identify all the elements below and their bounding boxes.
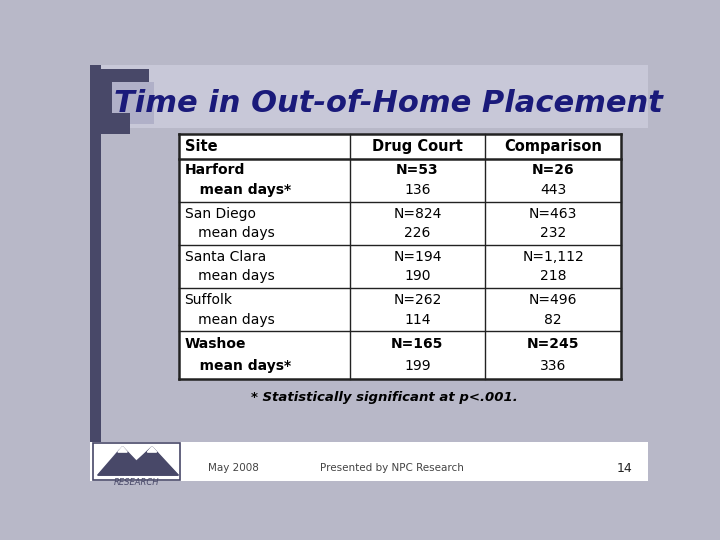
Polygon shape <box>98 450 179 475</box>
Text: N=53: N=53 <box>396 164 438 177</box>
Text: Suffolk: Suffolk <box>184 293 233 307</box>
Text: 336: 336 <box>540 359 566 373</box>
Text: 14: 14 <box>617 462 633 475</box>
Text: N=262: N=262 <box>393 293 441 307</box>
Bar <box>112 82 154 124</box>
Bar <box>90 65 648 128</box>
Text: Washoe: Washoe <box>184 337 246 351</box>
Text: mean days: mean days <box>184 269 274 284</box>
Text: mean days*: mean days* <box>184 183 291 197</box>
Polygon shape <box>148 447 157 452</box>
Text: May 2008: May 2008 <box>208 463 258 473</box>
Text: 232: 232 <box>540 226 566 240</box>
Text: 136: 136 <box>404 183 431 197</box>
Polygon shape <box>118 447 127 452</box>
Text: N=165: N=165 <box>391 337 444 351</box>
Text: Harford: Harford <box>184 164 245 177</box>
Text: N=26: N=26 <box>532 164 575 177</box>
Text: N=245: N=245 <box>527 337 580 351</box>
Text: 226: 226 <box>404 226 431 240</box>
Text: NPC: NPC <box>122 464 150 477</box>
Text: 443: 443 <box>540 183 566 197</box>
Bar <box>90 65 101 481</box>
Text: 114: 114 <box>404 313 431 327</box>
Text: Santa Clara: Santa Clara <box>184 249 266 264</box>
Text: N=194: N=194 <box>393 249 441 264</box>
Text: 190: 190 <box>404 269 431 284</box>
Text: Presented by NPC Research: Presented by NPC Research <box>320 463 464 473</box>
Text: mean days*: mean days* <box>184 359 291 373</box>
Bar <box>179 134 621 379</box>
Text: * Statistically significant at p<.001.: * Statistically significant at p<.001. <box>251 392 518 404</box>
Bar <box>101 112 130 134</box>
Polygon shape <box>98 447 179 475</box>
Text: RESEARCH: RESEARCH <box>114 478 159 487</box>
Text: N=496: N=496 <box>528 293 577 307</box>
Text: mean days: mean days <box>184 226 274 240</box>
Text: 82: 82 <box>544 313 562 327</box>
Bar <box>101 69 149 117</box>
Text: Site: Site <box>184 139 217 154</box>
Text: 199: 199 <box>404 359 431 373</box>
Text: mean days: mean days <box>184 313 274 327</box>
Text: Drug Court: Drug Court <box>372 139 463 154</box>
Text: San Diego: San Diego <box>184 206 256 220</box>
Text: N=463: N=463 <box>529 206 577 220</box>
Bar <box>90 442 648 481</box>
Text: N=1,112: N=1,112 <box>522 249 584 264</box>
Bar <box>93 443 180 480</box>
Text: 218: 218 <box>540 269 567 284</box>
Text: N=824: N=824 <box>393 206 441 220</box>
Text: Comparison: Comparison <box>504 139 602 154</box>
Text: Time in Out-of-Home Placement: Time in Out-of-Home Placement <box>114 89 663 118</box>
